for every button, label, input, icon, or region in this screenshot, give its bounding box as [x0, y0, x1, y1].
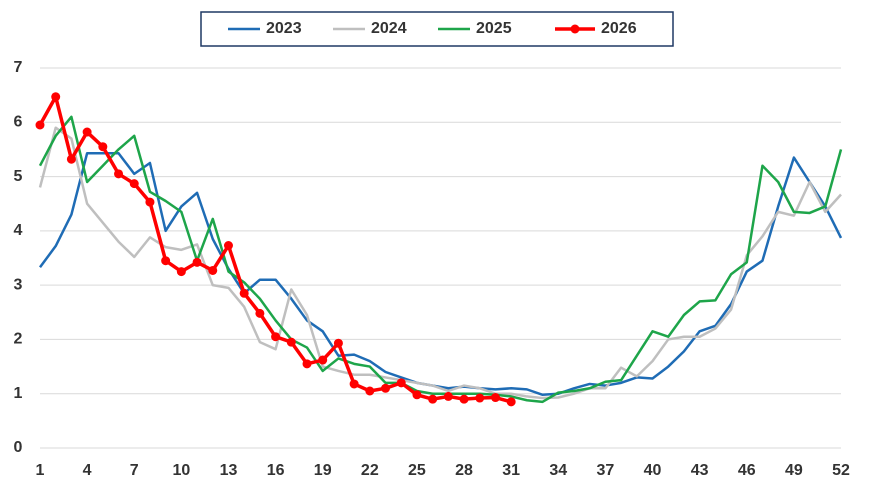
x-tick-label: 13 [220, 462, 238, 479]
point [223, 241, 233, 251]
point [286, 337, 296, 347]
point [412, 390, 422, 400]
legend-marker [570, 24, 580, 34]
point [443, 391, 453, 401]
x-tick-label: 7 [130, 462, 139, 479]
y-tick-label: 4 [14, 222, 23, 239]
y-tick-label: 5 [14, 168, 23, 185]
point [66, 154, 76, 164]
x-tick-label: 19 [314, 462, 332, 479]
legend-label: 2025 [476, 20, 512, 37]
x-tick-label: 49 [785, 462, 803, 479]
y-tick-label: 6 [14, 114, 23, 131]
point [176, 267, 186, 277]
point [490, 393, 500, 403]
point [255, 308, 265, 318]
point [161, 256, 171, 266]
x-tick-label: 16 [267, 462, 285, 479]
point [365, 386, 375, 396]
x-tick-label: 28 [455, 462, 473, 479]
point [239, 288, 249, 298]
point [114, 169, 124, 179]
y-tick-label: 0 [14, 439, 23, 456]
series-line [38, 126, 842, 400]
x-tick-label: 34 [549, 462, 567, 479]
point [192, 257, 202, 267]
point [51, 92, 61, 102]
point [506, 397, 516, 407]
x-tick-label: 1 [36, 462, 45, 479]
point [208, 265, 218, 275]
point [271, 332, 281, 342]
legend-label: 2026 [601, 20, 637, 37]
point [475, 393, 485, 403]
x-tick-label: 52 [832, 462, 850, 479]
x-tick-label: 31 [502, 462, 520, 479]
x-tick-label: 25 [408, 462, 426, 479]
legend-label: 2023 [266, 20, 302, 37]
x-tick-label: 40 [644, 462, 662, 479]
x-tick-label: 43 [691, 462, 709, 479]
point [318, 355, 328, 365]
y-tick-label: 3 [14, 276, 23, 293]
x-tick-label: 46 [738, 462, 756, 479]
point [302, 359, 312, 369]
x-tick-label: 37 [597, 462, 615, 479]
point [35, 120, 45, 130]
y-tick-label: 2 [14, 331, 23, 348]
point [349, 379, 359, 389]
point [145, 197, 155, 207]
x-tick-label: 4 [83, 462, 92, 479]
y-tick-label: 1 [14, 385, 23, 402]
point [381, 383, 391, 393]
point [129, 179, 139, 189]
y-tick-label: 7 [14, 59, 23, 76]
point [428, 394, 438, 404]
point [396, 378, 406, 388]
series-line [38, 115, 843, 404]
point [459, 394, 469, 404]
legend-label: 2024 [371, 20, 407, 37]
point [333, 338, 343, 348]
series-line [38, 151, 843, 397]
point [98, 142, 108, 152]
point [82, 127, 92, 137]
series-line [38, 95, 512, 404]
x-tick-label: 22 [361, 462, 379, 479]
x-tick-label: 10 [172, 462, 190, 479]
